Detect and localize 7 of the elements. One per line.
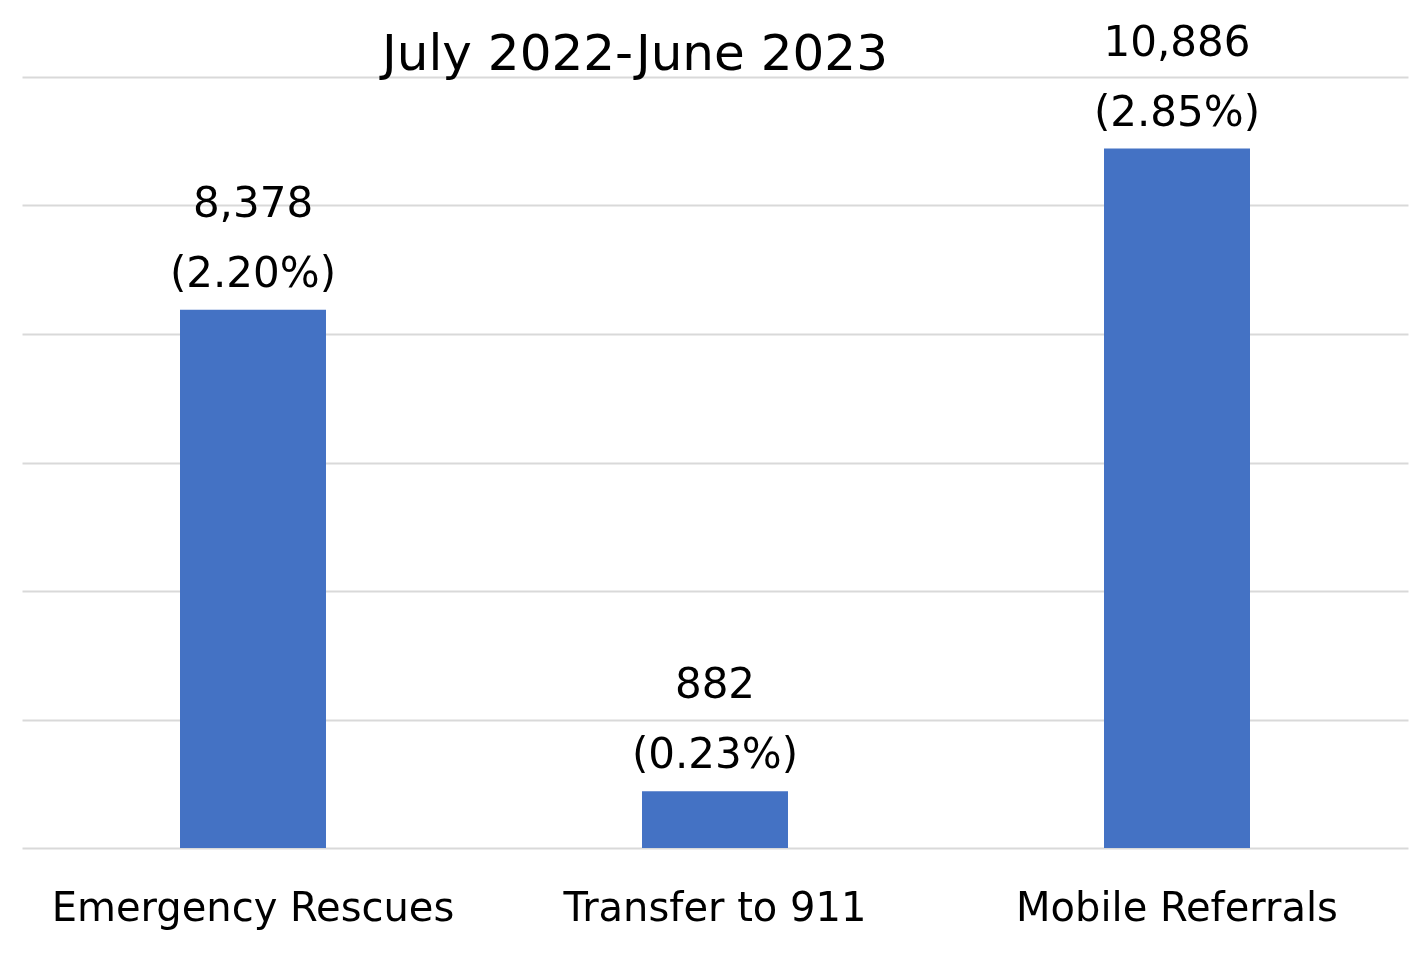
x-tick-label: Mobile Referrals (1016, 883, 1338, 930)
data-label: 882 (0.23%) (631, 659, 799, 779)
data-label: 10,886 (2.85%) (1093, 16, 1261, 136)
x-tick-label: Emergency Rescues (51, 883, 455, 930)
data-label: 8,378 (2.20%) (169, 177, 337, 297)
chart-title: July 2022-June 2023 (379, 23, 888, 82)
x-tick-label: Transfer to 911 (562, 883, 867, 930)
